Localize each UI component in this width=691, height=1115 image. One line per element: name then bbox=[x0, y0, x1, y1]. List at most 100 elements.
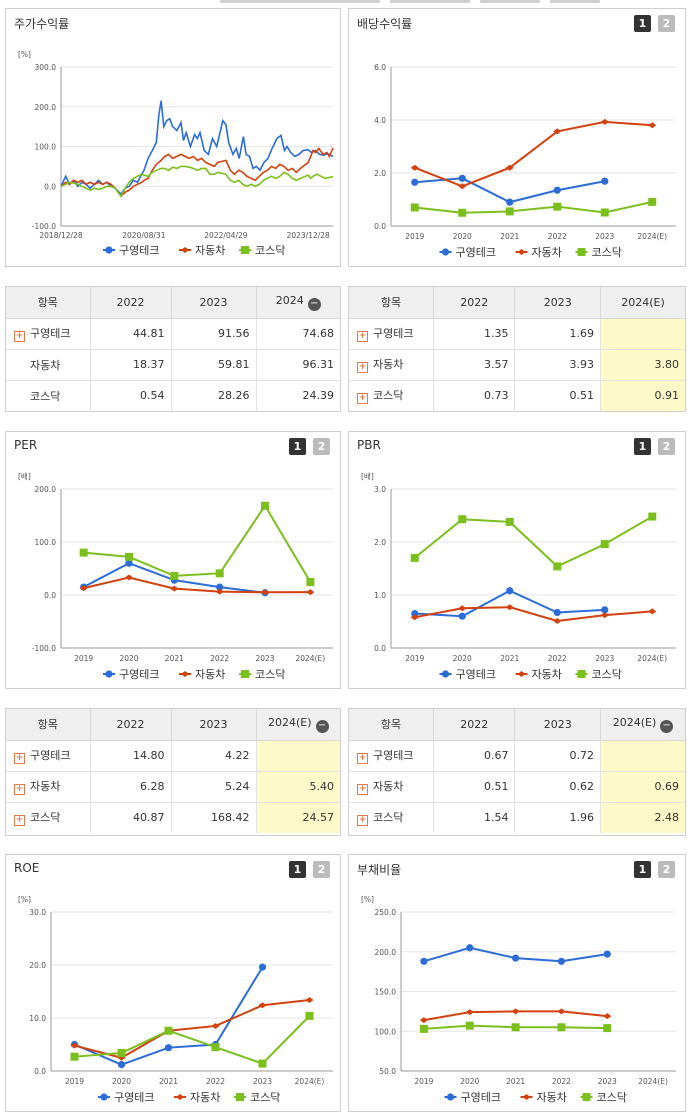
y-tick-label: -100.0 bbox=[32, 644, 56, 653]
y-tick-label: 50.0 bbox=[379, 1067, 396, 1076]
pbr-table-wrap: 항목 2022 2023 2024(E) − + 구영테크 0.67 0.72 + 자동차 0.51 0… bbox=[348, 708, 686, 836]
y-tick-label: 0.0 bbox=[34, 1067, 46, 1076]
y-tick-label: 0.0 bbox=[374, 222, 386, 231]
data-point bbox=[70, 1042, 79, 1049]
expand-row-icon[interactable]: + bbox=[357, 784, 368, 795]
y-tick-label: 3.0 bbox=[374, 485, 386, 494]
chart-mode-1-button[interactable]: 1 bbox=[634, 15, 651, 32]
expand-row-icon[interactable]: + bbox=[14, 753, 25, 764]
y-tick-label: 2.0 bbox=[374, 538, 386, 547]
panel-title: 주가수익률 bbox=[14, 17, 70, 31]
data-point bbox=[553, 128, 562, 135]
data-point bbox=[458, 605, 467, 612]
data-point bbox=[511, 954, 520, 962]
data-point bbox=[410, 203, 419, 212]
chart-mode-2-button[interactable]: 2 bbox=[658, 438, 675, 455]
y-tick-label: 2.0 bbox=[374, 169, 386, 178]
table-header-cell: 항목 bbox=[6, 287, 91, 319]
data-point bbox=[465, 1009, 474, 1016]
expand-row-icon[interactable]: + bbox=[357, 331, 368, 342]
data-point bbox=[446, 1093, 455, 1101]
table-row: + 코스닥 1.54 1.96 2.48 bbox=[349, 802, 685, 833]
table-row: + 코스닥 0.73 0.51 0.91 bbox=[349, 380, 685, 411]
chart-mode-1-button[interactable]: 1 bbox=[634, 438, 651, 455]
y-tick-label: -100.0 bbox=[32, 222, 56, 231]
expand-row-icon[interactable]: + bbox=[357, 815, 368, 827]
series-line bbox=[60, 100, 334, 196]
x-tick-label: 2022 bbox=[548, 654, 567, 663]
expand-row-icon[interactable]: + bbox=[14, 815, 25, 827]
expand-row-icon[interactable]: + bbox=[357, 753, 368, 764]
x-tick-label: 2023/12/28 bbox=[287, 231, 330, 240]
series-line bbox=[60, 147, 334, 198]
table-row: + 구영테크 1.35 1.69 bbox=[349, 318, 685, 350]
legend-label: 자동차 bbox=[195, 244, 225, 257]
value-cell: 59.81 bbox=[171, 349, 257, 381]
data-point bbox=[411, 178, 419, 186]
value-cell: 96.31 bbox=[256, 349, 340, 381]
data-point bbox=[305, 1011, 314, 1020]
data-point bbox=[553, 202, 562, 211]
table-header-cell: 2024− bbox=[256, 287, 340, 319]
table-header-cell: 2024(E) − bbox=[256, 709, 340, 741]
chart-mode-1-button[interactable]: 1 bbox=[634, 861, 651, 878]
x-tick-label: 2023 bbox=[598, 1077, 617, 1086]
series-line bbox=[83, 503, 312, 583]
data-point bbox=[441, 670, 450, 678]
series-line bbox=[414, 606, 653, 622]
data-point bbox=[261, 501, 269, 510]
expand-row-icon[interactable]: + bbox=[357, 362, 368, 373]
expand-row-icon[interactable]: + bbox=[14, 331, 25, 342]
x-tick-label: 2020 bbox=[460, 1077, 479, 1086]
data-point bbox=[181, 247, 189, 253]
value-cell: 0.67 bbox=[433, 740, 516, 772]
collapse-column-icon[interactable]: − bbox=[315, 719, 329, 733]
x-tick-label: 2023 bbox=[253, 1077, 272, 1086]
x-tick-label: 2021 bbox=[500, 654, 519, 663]
data-point bbox=[211, 1043, 220, 1052]
data-point bbox=[79, 548, 88, 557]
chart-mode-2-button[interactable]: 2 bbox=[658, 861, 675, 878]
stock-return-table-wrap: 항목 2022 2023 2024− + 구영테크 44.81 91.56 74.68 자동차 18… bbox=[5, 286, 341, 412]
data-point bbox=[505, 164, 514, 171]
collapse-column-icon[interactable]: − bbox=[660, 719, 674, 733]
expand-row-icon[interactable]: + bbox=[357, 393, 368, 405]
collapse-column-icon[interactable]: − bbox=[307, 297, 321, 311]
data-point bbox=[125, 559, 133, 567]
chart-mode-1-button[interactable]: 1 bbox=[289, 861, 306, 878]
y-tick-label: 10.0 bbox=[29, 1014, 46, 1023]
legend-label: 구영테크 bbox=[114, 1091, 154, 1104]
y-tick-label: 200.0 bbox=[35, 103, 57, 112]
chart-mode-2-button[interactable]: 2 bbox=[313, 438, 330, 455]
x-tick-label: 2020/08/31 bbox=[122, 231, 165, 240]
value-cell bbox=[600, 318, 685, 350]
table-row: + 구영테크 44.81 91.56 74.68 bbox=[6, 318, 340, 350]
roe-chart: [%] 30.0 20.0 10.0 0.0 2019 2020 2021 2022 2023 20… bbox=[18, 895, 333, 1104]
row-name-cell: + 자동차 bbox=[349, 349, 434, 381]
row-name-cell: + 자동차 bbox=[349, 771, 434, 803]
panel-title: 부채비율 bbox=[357, 863, 402, 877]
row-name-cell: + 구영테크 bbox=[6, 740, 91, 772]
value-cell: 24.39 bbox=[302, 389, 335, 403]
data-point bbox=[505, 207, 514, 216]
y-tick-label: 4.0 bbox=[374, 116, 386, 125]
data-point bbox=[241, 670, 249, 678]
data-point bbox=[553, 562, 562, 571]
x-tick-label: 2020 bbox=[119, 654, 138, 663]
x-tick-label: 2023 bbox=[595, 232, 614, 241]
series-line bbox=[414, 200, 653, 214]
expand-row-icon[interactable]: + bbox=[14, 784, 25, 795]
y-tick-label: 30.0 bbox=[29, 908, 46, 917]
data-point bbox=[601, 606, 609, 614]
data-point bbox=[215, 569, 224, 578]
row-name-cell: + 구영테크 bbox=[349, 740, 434, 772]
x-tick-label: 2022 bbox=[552, 1077, 571, 1086]
chart-mode-2-button[interactable]: 2 bbox=[313, 861, 330, 878]
chart-mode-1-button[interactable]: 1 bbox=[289, 438, 306, 455]
chart-mode-2-button[interactable]: 2 bbox=[658, 15, 675, 32]
value-cell bbox=[600, 740, 685, 772]
data-point bbox=[70, 1052, 79, 1061]
